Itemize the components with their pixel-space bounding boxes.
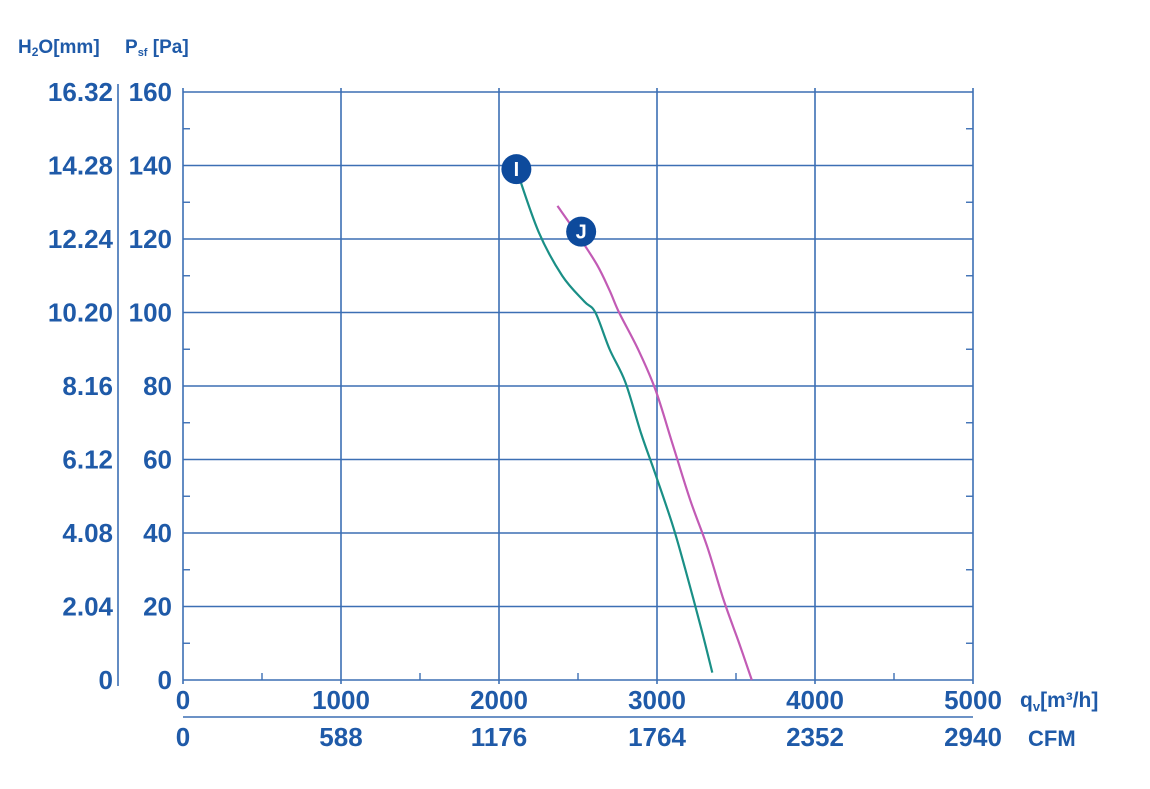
x-tick-label-m3h: 4000 — [786, 685, 844, 715]
y-tick-label-pa: 60 — [143, 445, 172, 475]
curve-marker-J — [566, 216, 597, 247]
curve-I — [515, 168, 714, 673]
x-tick-label-m3h: 5000 — [944, 685, 1002, 715]
series: IJ — [501, 154, 753, 681]
y-tick-label-pa: 0 — [158, 665, 172, 695]
y-tick-label-pa: 120 — [129, 224, 172, 254]
x-tick-label-cfm: 588 — [319, 722, 362, 752]
tick-labels: 00202.04404.08606.12808.1610010.2012012.… — [48, 77, 1002, 752]
y-tick-label-mm: 6.12 — [62, 445, 113, 475]
x-tick-label-m3h: 2000 — [470, 685, 528, 715]
left-outer-axis-label: H2O[mm] — [18, 37, 100, 59]
left-inner-axis-label: Psf [Pa] — [125, 37, 189, 59]
x-tick-label-cfm: 0 — [176, 722, 190, 752]
x-tick-label-m3h: 3000 — [628, 685, 686, 715]
y-tick-label-mm: 0 — [99, 665, 113, 695]
y-tick-label-mm: 12.24 — [48, 224, 114, 254]
grid — [117, 84, 974, 718]
y-tick-label-mm: 10.20 — [48, 298, 113, 328]
y-tick-label-pa: 100 — [129, 298, 172, 328]
bottom-secondary-axis-label: CFM — [1028, 726, 1076, 751]
y-tick-label-mm: 8.16 — [62, 371, 113, 401]
y-tick-label-pa: 40 — [143, 518, 172, 548]
curve-J — [556, 205, 753, 681]
y-tick-label-mm: 2.04 — [62, 592, 113, 622]
y-tick-label-pa: 140 — [129, 151, 172, 181]
y-tick-label-mm: 14.28 — [48, 151, 113, 181]
tick-marks — [183, 128, 973, 680]
curve-marker-I — [501, 154, 532, 185]
x-tick-label-cfm: 1176 — [471, 722, 527, 752]
y-tick-label-mm: 16.32 — [48, 77, 113, 107]
curve-marker-label: I — [514, 159, 520, 181]
curve-marker-label: J — [576, 222, 587, 244]
x-tick-label-m3h: 0 — [176, 685, 190, 715]
x-tick-label-cfm: 1764 — [628, 722, 686, 752]
y-tick-label-pa: 160 — [129, 77, 172, 107]
bottom-primary-axis-label: qv[m³/h] — [1020, 689, 1098, 714]
x-tick-label-cfm: 2940 — [944, 722, 1002, 752]
x-tick-label-m3h: 1000 — [312, 685, 370, 715]
x-tick-label-cfm: 2352 — [786, 722, 844, 752]
y-tick-label-pa: 80 — [143, 371, 172, 401]
y-tick-label-mm: 4.08 — [62, 518, 113, 548]
y-tick-label-pa: 20 — [143, 592, 172, 622]
